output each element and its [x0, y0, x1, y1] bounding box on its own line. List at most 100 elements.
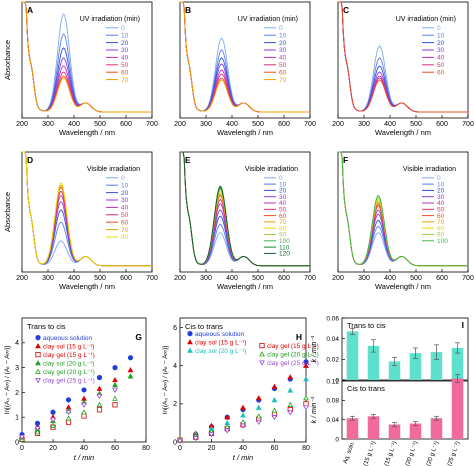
- legend-entry: clay sol (15 g L⁻¹): [195, 340, 246, 347]
- x-tick-label: 60: [111, 445, 119, 452]
- legend-entry: aqueous solution: [195, 331, 245, 338]
- legend-entry-100: 100: [437, 238, 448, 245]
- legend-entry-70: 70: [279, 77, 287, 84]
- data-point: [240, 423, 246, 429]
- x-tick-label: 20: [208, 445, 216, 452]
- y-tick-label: 0.08: [326, 398, 339, 405]
- y-axis-label: ln[(A₀ − A∞) / (Aₜ − A∞)]: [4, 346, 11, 414]
- legend-entry-20: 20: [437, 40, 445, 47]
- data-point: [287, 401, 294, 407]
- bar: [451, 347, 464, 380]
- panel-letter: G: [135, 332, 142, 342]
- data-point: [287, 374, 294, 380]
- x-tick-label: 300: [358, 275, 370, 282]
- y-tick-label: 0.12: [326, 378, 339, 385]
- legend-entry-20: 20: [279, 188, 287, 195]
- x-tick-label: 700: [462, 121, 474, 128]
- data-point: [224, 423, 231, 429]
- category-label: Gel (20 g L⁻¹): [422, 441, 440, 466]
- legend-entry-30: 30: [121, 47, 129, 54]
- data-point: [34, 429, 41, 435]
- data-point: [112, 364, 118, 371]
- legend-entry-10: 10: [279, 181, 287, 188]
- panel-letter: H: [296, 332, 302, 342]
- plot-frame: [341, 380, 469, 440]
- bar: [388, 424, 401, 439]
- x-tick-label: 500: [410, 121, 422, 128]
- data-point: [259, 351, 265, 357]
- data-point: [255, 419, 262, 425]
- y-axis-label: k / min⁻¹: [311, 396, 318, 423]
- legend-entry: clay sol (20 g L⁻¹): [43, 361, 94, 368]
- x-tick-label: 20: [49, 445, 57, 452]
- bar: [367, 345, 380, 380]
- data-point: [96, 393, 103, 400]
- legend-title: Visible irradiation: [245, 166, 298, 173]
- category-label: Gel (25 g L⁻¹): [443, 441, 461, 466]
- category-label: Aq. soln.: [343, 440, 357, 464]
- legend-entry-10: 10: [437, 32, 445, 39]
- data-point: [255, 404, 262, 410]
- legend-entry-80: 80: [437, 225, 445, 232]
- series: [19, 387, 118, 441]
- data-point: [65, 397, 72, 403]
- panel-title: Trans to cis: [27, 322, 66, 331]
- x-axis-label: t / min: [74, 453, 94, 462]
- x-tick-label: 600: [436, 275, 448, 282]
- x-tick-label: 500: [252, 275, 264, 282]
- panel-title: Cis to trans: [185, 322, 223, 331]
- x-tick-label: 700: [304, 121, 316, 128]
- data-point: [34, 426, 41, 432]
- plot-frame: [337, 151, 469, 273]
- y-tick-label: 0: [15, 439, 19, 446]
- data-point: [35, 343, 41, 349]
- legend-entry-50: 50: [121, 212, 129, 219]
- data-point: [187, 347, 193, 353]
- x-tick-label: 300: [358, 121, 370, 128]
- series-line-70-min: [180, 1, 310, 113]
- legend-entry-10: 10: [121, 182, 129, 189]
- legend-entry-50: 50: [121, 62, 129, 69]
- data-point: [35, 351, 41, 358]
- legend-entry-0: 0: [279, 175, 283, 182]
- x-tick-label: 200: [16, 121, 28, 128]
- legend-entry: clay gel (20 g L⁻¹): [43, 369, 95, 376]
- legend-entry-20: 20: [437, 188, 445, 195]
- legend-title: Visible irradiation: [403, 166, 456, 173]
- data-point: [192, 436, 199, 442]
- y-tick-label: 0.06: [326, 315, 339, 322]
- plot-frame: [179, 1, 311, 119]
- legend-entry-90: 90: [279, 232, 287, 239]
- legend-entry-60: 60: [437, 69, 445, 76]
- data-point: [112, 387, 118, 393]
- legend-entry-30: 30: [437, 194, 445, 201]
- data-point: [50, 409, 56, 415]
- y-axis-label: ln[(A₀ − A∞) / (Aₜ − A∞)]: [162, 346, 169, 414]
- y-axis-label: k / min⁻¹: [311, 335, 318, 362]
- x-tick-label: 0: [20, 445, 24, 452]
- x-tick-label: 300: [42, 275, 54, 282]
- data-point: [259, 342, 265, 349]
- series-line-70-min: [22, 1, 152, 113]
- legend-entry: clay sol (15 g L⁻¹): [43, 344, 94, 351]
- x-axis-label: Wavelength / nm: [375, 128, 431, 137]
- legend-title: UV irradiation (min): [238, 16, 298, 23]
- panel-letter: D: [27, 155, 33, 165]
- data-point: [112, 381, 118, 388]
- series-line-60-min: [338, 1, 468, 113]
- data-point: [303, 376, 309, 382]
- x-axis-label: Wavelength / nm: [59, 128, 115, 137]
- x-tick-label: 600: [278, 275, 290, 282]
- series-line-120-min: [180, 151, 310, 267]
- x-tick-label: 200: [174, 121, 186, 128]
- x-tick-label: 700: [462, 275, 474, 282]
- data-point: [81, 409, 87, 415]
- legend-entry-30: 30: [121, 197, 129, 204]
- data-point: [35, 368, 41, 374]
- data-point: [96, 374, 103, 381]
- x-tick-label: 40: [239, 445, 247, 452]
- y-tick-label: 6: [173, 325, 177, 332]
- data-point: [65, 415, 72, 421]
